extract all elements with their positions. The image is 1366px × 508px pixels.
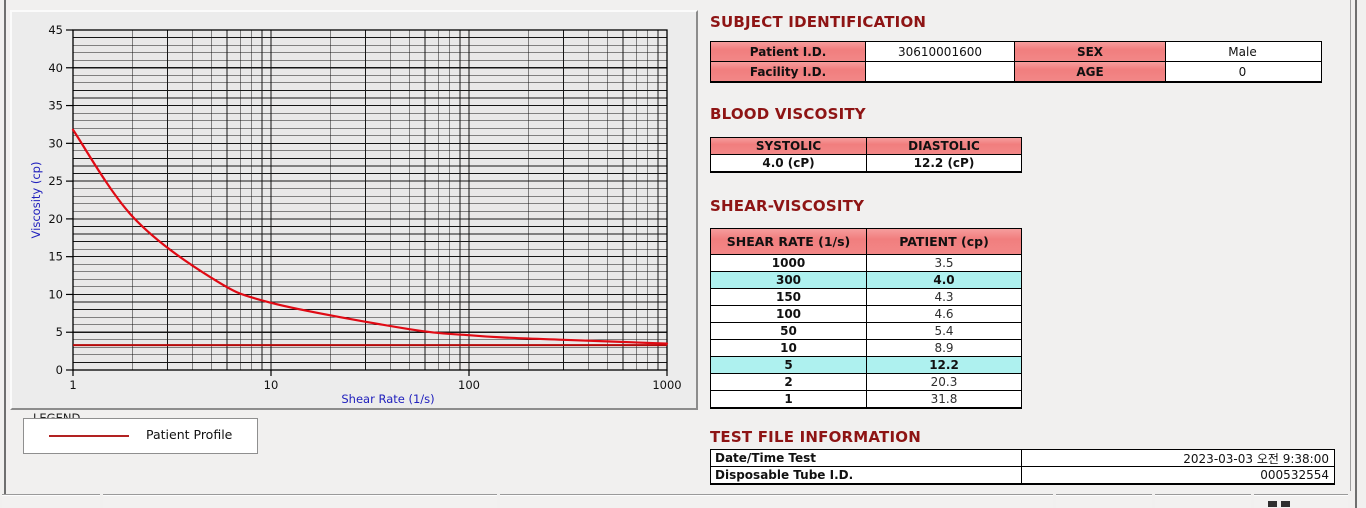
table-row: 300 4.0 xyxy=(711,272,1021,289)
age-value: 0 xyxy=(1238,64,1247,79)
section-title-subject-identification: SUBJECT IDENTIFICATION xyxy=(710,13,927,31)
viscosity-chart-panel: 0 5 10 15 20 25 30 35 40 45 1 10 100 1000 Viscosity (c… xyxy=(10,10,698,410)
section-title-test-file-information: TEST FILE INFORMATION xyxy=(710,428,921,446)
table-row: 1 31.8 xyxy=(711,391,1021,407)
systolic-header: SYSTOLIC xyxy=(711,138,867,154)
patient-viscosity-cell: 4.3 xyxy=(934,290,954,304)
facility-id-label: Facility I.D. xyxy=(711,62,866,81)
table-row: Patient I.D. 30610001600 SEX Male xyxy=(711,42,1321,62)
table-row: 50 5.4 xyxy=(711,323,1021,340)
bottom-panel-segment xyxy=(1155,494,1251,508)
bottom-panel-segment xyxy=(1254,494,1348,508)
bottom-panel-segment xyxy=(500,494,1053,508)
shear-rate-cell: 100 xyxy=(711,306,867,322)
subject-identification-table: Patient I.D. 30610001600 SEX Male Facili… xyxy=(710,41,1322,83)
svg-text:5: 5 xyxy=(56,325,63,339)
section-title-blood-viscosity: BLOOD VISCOSITY xyxy=(710,105,866,123)
legend-item-label: Patient Profile xyxy=(146,427,233,442)
sex-value: Male xyxy=(1228,44,1257,59)
table-row: 100 4.6 xyxy=(711,306,1021,323)
date-time-label: Date/Time Test xyxy=(711,450,1022,466)
svg-text:25: 25 xyxy=(48,174,63,188)
svg-text:10: 10 xyxy=(264,378,279,392)
table-row: 1000 3.5 xyxy=(711,255,1021,272)
date-time-value: 2023-03-03 오전 9:38:00 xyxy=(1183,451,1329,466)
svg-text:35: 35 xyxy=(48,99,63,113)
svg-text:100: 100 xyxy=(458,378,480,392)
svg-text:30: 30 xyxy=(48,136,63,150)
test-file-information-table: Date/Time Test 2023-03-03 오전 9:38:00 Dis… xyxy=(710,449,1335,485)
window-border-right-inner xyxy=(1350,0,1351,491)
shear-rate-cell: 1 xyxy=(711,391,867,407)
table-row: Date/Time Test 2023-03-03 오전 9:38:00 xyxy=(711,450,1334,467)
patient-viscosity-cell: 12.2 xyxy=(867,357,1021,373)
shear-rate-cell: 1000 xyxy=(711,255,867,271)
blood-viscosity-table: SYSTOLIC DIASTOLIC 4.0 (cP) 12.2 (cP) xyxy=(710,137,1022,173)
svg-text:15: 15 xyxy=(48,250,63,264)
svg-text:10: 10 xyxy=(48,287,63,301)
table-row: 10 8.9 xyxy=(711,340,1021,357)
age-label: AGE xyxy=(1015,62,1166,81)
window-border-right xyxy=(1355,0,1357,508)
systolic-value: 4.0 (cP) xyxy=(711,155,867,171)
disposable-tube-id-label: Disposable Tube I.D. xyxy=(711,467,1022,483)
window-border-left xyxy=(4,0,6,494)
patient-viscosity-cell: 8.9 xyxy=(934,341,954,355)
section-title-shear-viscosity: SHEAR-VISCOSITY xyxy=(710,197,865,215)
disposable-tube-id-value: 000532554 xyxy=(1260,468,1329,482)
shear-rate-cell: 50 xyxy=(711,323,867,339)
patient-id-value: 30610001600 xyxy=(866,42,1015,61)
svg-text:Viscosity (cp): Viscosity (cp) xyxy=(29,162,43,239)
svg-text:1: 1 xyxy=(69,378,76,392)
patient-viscosity-cell: 3.5 xyxy=(934,256,954,270)
legend-line-sample xyxy=(49,435,129,437)
svg-text:Shear Rate (1/s): Shear Rate (1/s) xyxy=(341,392,434,406)
patient-viscosity-cell: 5.4 xyxy=(934,324,954,338)
patient-cp-header: PATIENT (cp) xyxy=(867,229,1021,254)
table-header-row: SHEAR RATE (1/s) PATIENT (cp) xyxy=(711,229,1021,255)
viscosity-chart: 0 5 10 15 20 25 30 35 40 45 1 10 100 1000 Viscosity (c… xyxy=(29,23,682,406)
table-header-row: SYSTOLIC DIASTOLIC xyxy=(711,138,1021,155)
clipped-text-fragment xyxy=(1281,501,1290,507)
bottom-panel-segment xyxy=(103,494,497,508)
patient-viscosity-cell: 31.8 xyxy=(930,392,958,406)
table-row: 150 4.3 xyxy=(711,289,1021,306)
svg-text:0: 0 xyxy=(56,363,63,377)
table-row: Disposable Tube I.D. 000532554 xyxy=(711,467,1334,483)
shear-rate-header: SHEAR RATE (1/s) xyxy=(711,229,867,254)
table-row: 5 12.2 xyxy=(711,357,1021,374)
patient-viscosity-cell: 4.6 xyxy=(934,307,954,321)
clipped-text-fragment xyxy=(1268,501,1277,507)
shear-rate-cell: 300 xyxy=(711,272,867,288)
shear-rate-cell: 10 xyxy=(711,340,867,356)
table-row: 2 20.3 xyxy=(711,374,1021,391)
shear-rate-cell: 5 xyxy=(711,357,867,373)
bottom-panel-segment xyxy=(2,494,100,508)
shear-rate-cell: 2 xyxy=(711,374,867,390)
table-row: 4.0 (cP) 12.2 (cP) xyxy=(711,155,1021,171)
bottom-panel-segment xyxy=(1056,494,1152,508)
legend: Patient Profile xyxy=(23,418,258,454)
svg-text:40: 40 xyxy=(48,61,63,75)
table-row: Facility I.D. AGE 0 xyxy=(711,62,1321,81)
patient-viscosity-cell: 20.3 xyxy=(930,375,958,389)
diastolic-header: DIASTOLIC xyxy=(867,138,1021,154)
patient-id-label: Patient I.D. xyxy=(711,42,866,61)
svg-text:1000: 1000 xyxy=(652,378,681,392)
facility-id-value xyxy=(866,62,1015,81)
shear-rate-cell: 150 xyxy=(711,289,867,305)
sex-label: SEX xyxy=(1015,42,1166,61)
patient-viscosity-cell: 4.0 xyxy=(867,272,1021,288)
svg-text:45: 45 xyxy=(48,23,63,37)
diastolic-value: 12.2 (cP) xyxy=(913,156,975,170)
shear-viscosity-table: SHEAR RATE (1/s) PATIENT (cp) 1000 3.5 3… xyxy=(710,228,1022,409)
svg-text:20: 20 xyxy=(48,212,63,226)
